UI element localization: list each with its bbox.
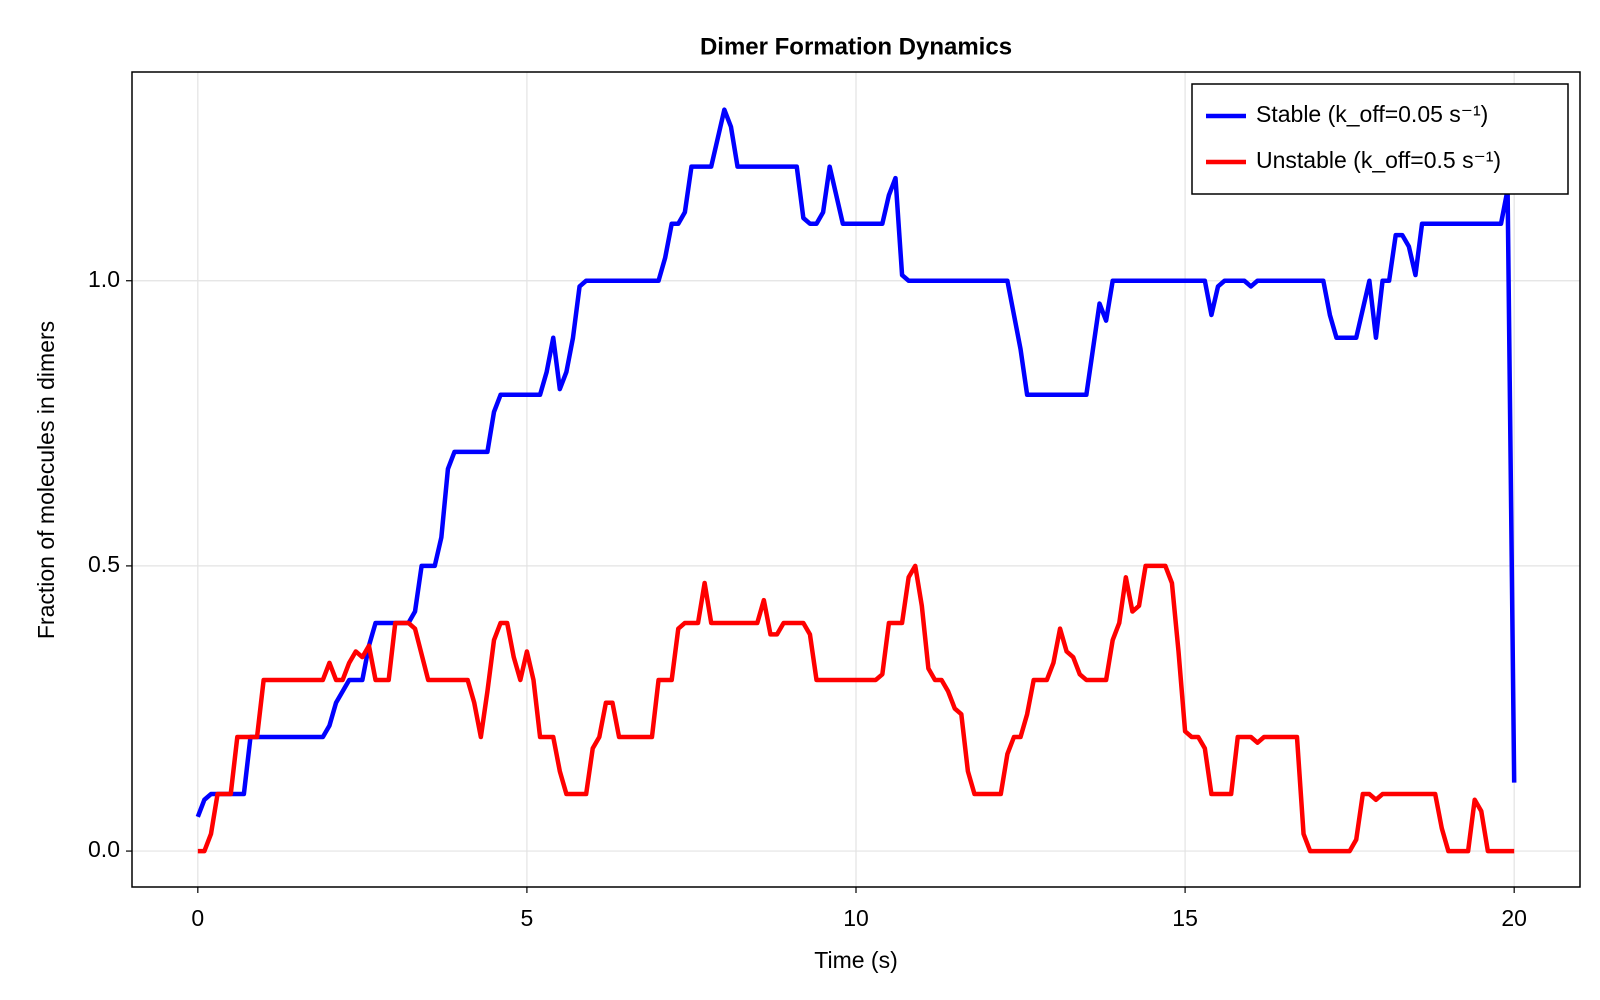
y-tick-label: 0.0 xyxy=(88,836,120,862)
y-tick-label: 0.5 xyxy=(88,551,120,577)
x-tick-label: 5 xyxy=(521,905,534,931)
x-axis-label: Time (s) xyxy=(814,947,897,973)
x-tick-label: 0 xyxy=(191,905,204,931)
legend-box xyxy=(1191,83,1569,195)
y-axis-label: Fraction of molecules in dimers xyxy=(33,321,59,639)
x-tick-label: 20 xyxy=(1501,905,1527,931)
plot-frame xyxy=(131,71,1581,888)
legend-label: Stable (k_off=0.05 s⁻¹) xyxy=(1256,101,1488,127)
y-tick-label: 1.0 xyxy=(88,266,120,292)
legend-label: Unstable (k_off=0.5 s⁻¹) xyxy=(1256,147,1501,173)
series-line xyxy=(197,563,1515,854)
x-tick-label: 15 xyxy=(1172,905,1198,931)
x-tick-label: 10 xyxy=(843,905,869,931)
chart-title: Dimer Formation Dynamics xyxy=(700,33,1012,60)
series-line xyxy=(195,107,1517,818)
